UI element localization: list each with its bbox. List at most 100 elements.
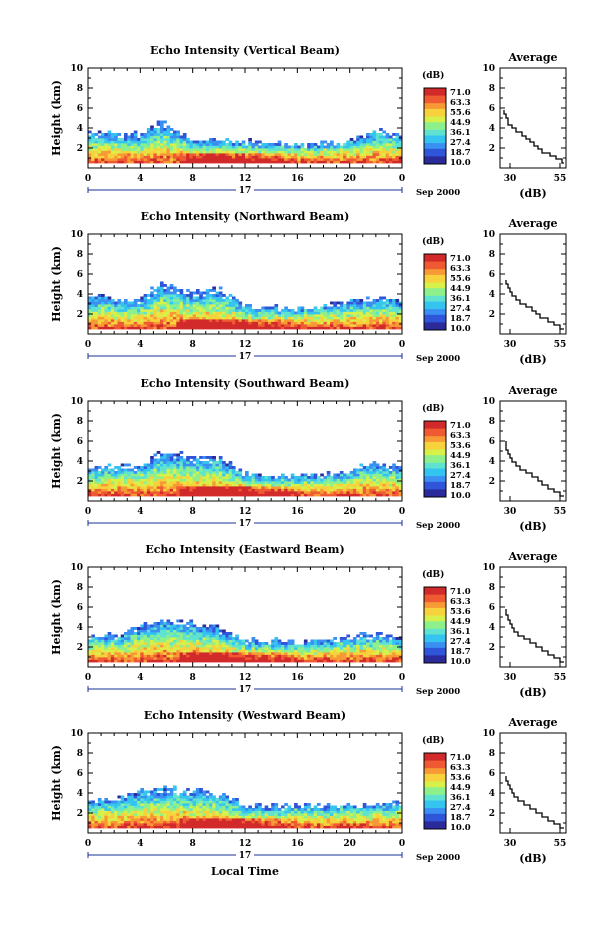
echo-cell xyxy=(212,286,216,290)
echo-cell xyxy=(362,476,367,479)
echo-cell xyxy=(339,319,344,322)
echo-cell xyxy=(212,629,216,633)
echo-cell xyxy=(97,140,102,144)
echo-cell xyxy=(97,478,102,482)
echo-cell xyxy=(375,642,380,645)
echo-cell xyxy=(179,476,184,479)
echo-cell xyxy=(254,321,259,325)
echo-cell xyxy=(101,486,105,489)
echo-cell xyxy=(169,463,174,467)
echo-cell xyxy=(398,476,403,479)
echo-cell xyxy=(225,301,230,305)
echo-cell xyxy=(159,286,164,290)
echo-cell xyxy=(320,493,324,497)
echo-cell xyxy=(140,629,144,633)
x-tick-label: 20 xyxy=(343,340,356,350)
echo-cell xyxy=(346,654,351,658)
echo-cell xyxy=(173,143,177,146)
echo-cell xyxy=(133,642,138,645)
echo-cell xyxy=(366,486,370,489)
echo-cell xyxy=(336,324,341,327)
echo-cell xyxy=(156,481,161,484)
echo-cell xyxy=(130,659,135,663)
echo-cell xyxy=(179,639,184,643)
echo-cell xyxy=(231,659,236,663)
echo-cell xyxy=(176,473,180,477)
echo-cell xyxy=(372,301,377,305)
echo-cell xyxy=(248,483,252,487)
echo-cell xyxy=(146,294,151,297)
echo-cell xyxy=(156,461,161,464)
echo-cell xyxy=(307,316,311,320)
echo-cell xyxy=(150,153,154,156)
echo-cell xyxy=(117,654,122,658)
echo-cell xyxy=(140,155,144,159)
echo-cell xyxy=(140,160,144,164)
echo-cell xyxy=(369,481,373,484)
echo-cell xyxy=(385,143,390,146)
echo-cell xyxy=(336,481,341,484)
echo-cell xyxy=(209,314,213,317)
echo-cell xyxy=(156,468,161,472)
echo-cell xyxy=(156,123,161,126)
echo-cell xyxy=(104,634,109,638)
echo-cell xyxy=(169,150,174,154)
echo-cell xyxy=(159,296,164,300)
echo-cell xyxy=(274,314,279,317)
echo-cell xyxy=(333,321,337,325)
echo-cell xyxy=(231,299,236,302)
echo-cell xyxy=(379,133,383,136)
echo-cell xyxy=(392,148,396,151)
echo-cell xyxy=(395,486,400,489)
echo-cell xyxy=(209,478,213,482)
echo-cell xyxy=(379,306,383,310)
y-tick-label: 6 xyxy=(77,437,83,447)
month-year-label: Sep 2000 xyxy=(416,687,460,697)
echo-cell xyxy=(140,324,144,327)
echo-cell xyxy=(130,473,135,477)
echo-cell xyxy=(248,160,252,164)
echo-cell xyxy=(143,654,148,658)
echo-cell xyxy=(97,160,102,164)
echo-cell xyxy=(333,637,337,640)
echo-cell xyxy=(179,158,184,161)
echo-cell xyxy=(241,150,246,154)
echo-cell xyxy=(179,155,184,159)
echo-cell xyxy=(392,649,396,653)
echo-cell xyxy=(110,321,115,325)
echo-cell xyxy=(287,316,292,320)
echo-cell xyxy=(205,639,210,643)
echo-cell xyxy=(123,657,128,660)
y-axis-label: Height (km) xyxy=(50,246,63,322)
echo-cell xyxy=(356,306,360,310)
echo-cell xyxy=(107,659,112,663)
echo-cell xyxy=(385,135,390,139)
echo-cell xyxy=(359,150,364,154)
echo-cell xyxy=(258,324,262,327)
echo-cell xyxy=(91,637,95,640)
echo-cell xyxy=(127,634,131,638)
echo-cell xyxy=(307,155,311,159)
echo-cell xyxy=(385,304,390,307)
echo-cell xyxy=(94,659,99,663)
echo-cell xyxy=(267,160,272,164)
colorbar-swatch xyxy=(424,598,446,601)
echo-cell xyxy=(107,316,112,320)
echo-cell xyxy=(303,481,308,484)
echo-cell xyxy=(235,145,239,149)
echo-cell xyxy=(320,486,324,489)
echo-cell xyxy=(359,160,364,164)
echo-cell xyxy=(287,491,292,494)
average-y-tick-label: 2 xyxy=(489,310,495,320)
colorbar-swatch xyxy=(424,162,446,165)
colorbar-swatch xyxy=(424,625,446,628)
echo-cell xyxy=(137,493,141,497)
echo-cell xyxy=(254,153,259,156)
echo-cell xyxy=(326,647,331,650)
echo-cell xyxy=(267,476,272,479)
echo-cell xyxy=(88,491,92,494)
echo-cell xyxy=(133,135,138,139)
echo-cell xyxy=(379,324,383,327)
colorbar-swatch xyxy=(424,261,446,264)
echo-cell xyxy=(336,309,341,312)
